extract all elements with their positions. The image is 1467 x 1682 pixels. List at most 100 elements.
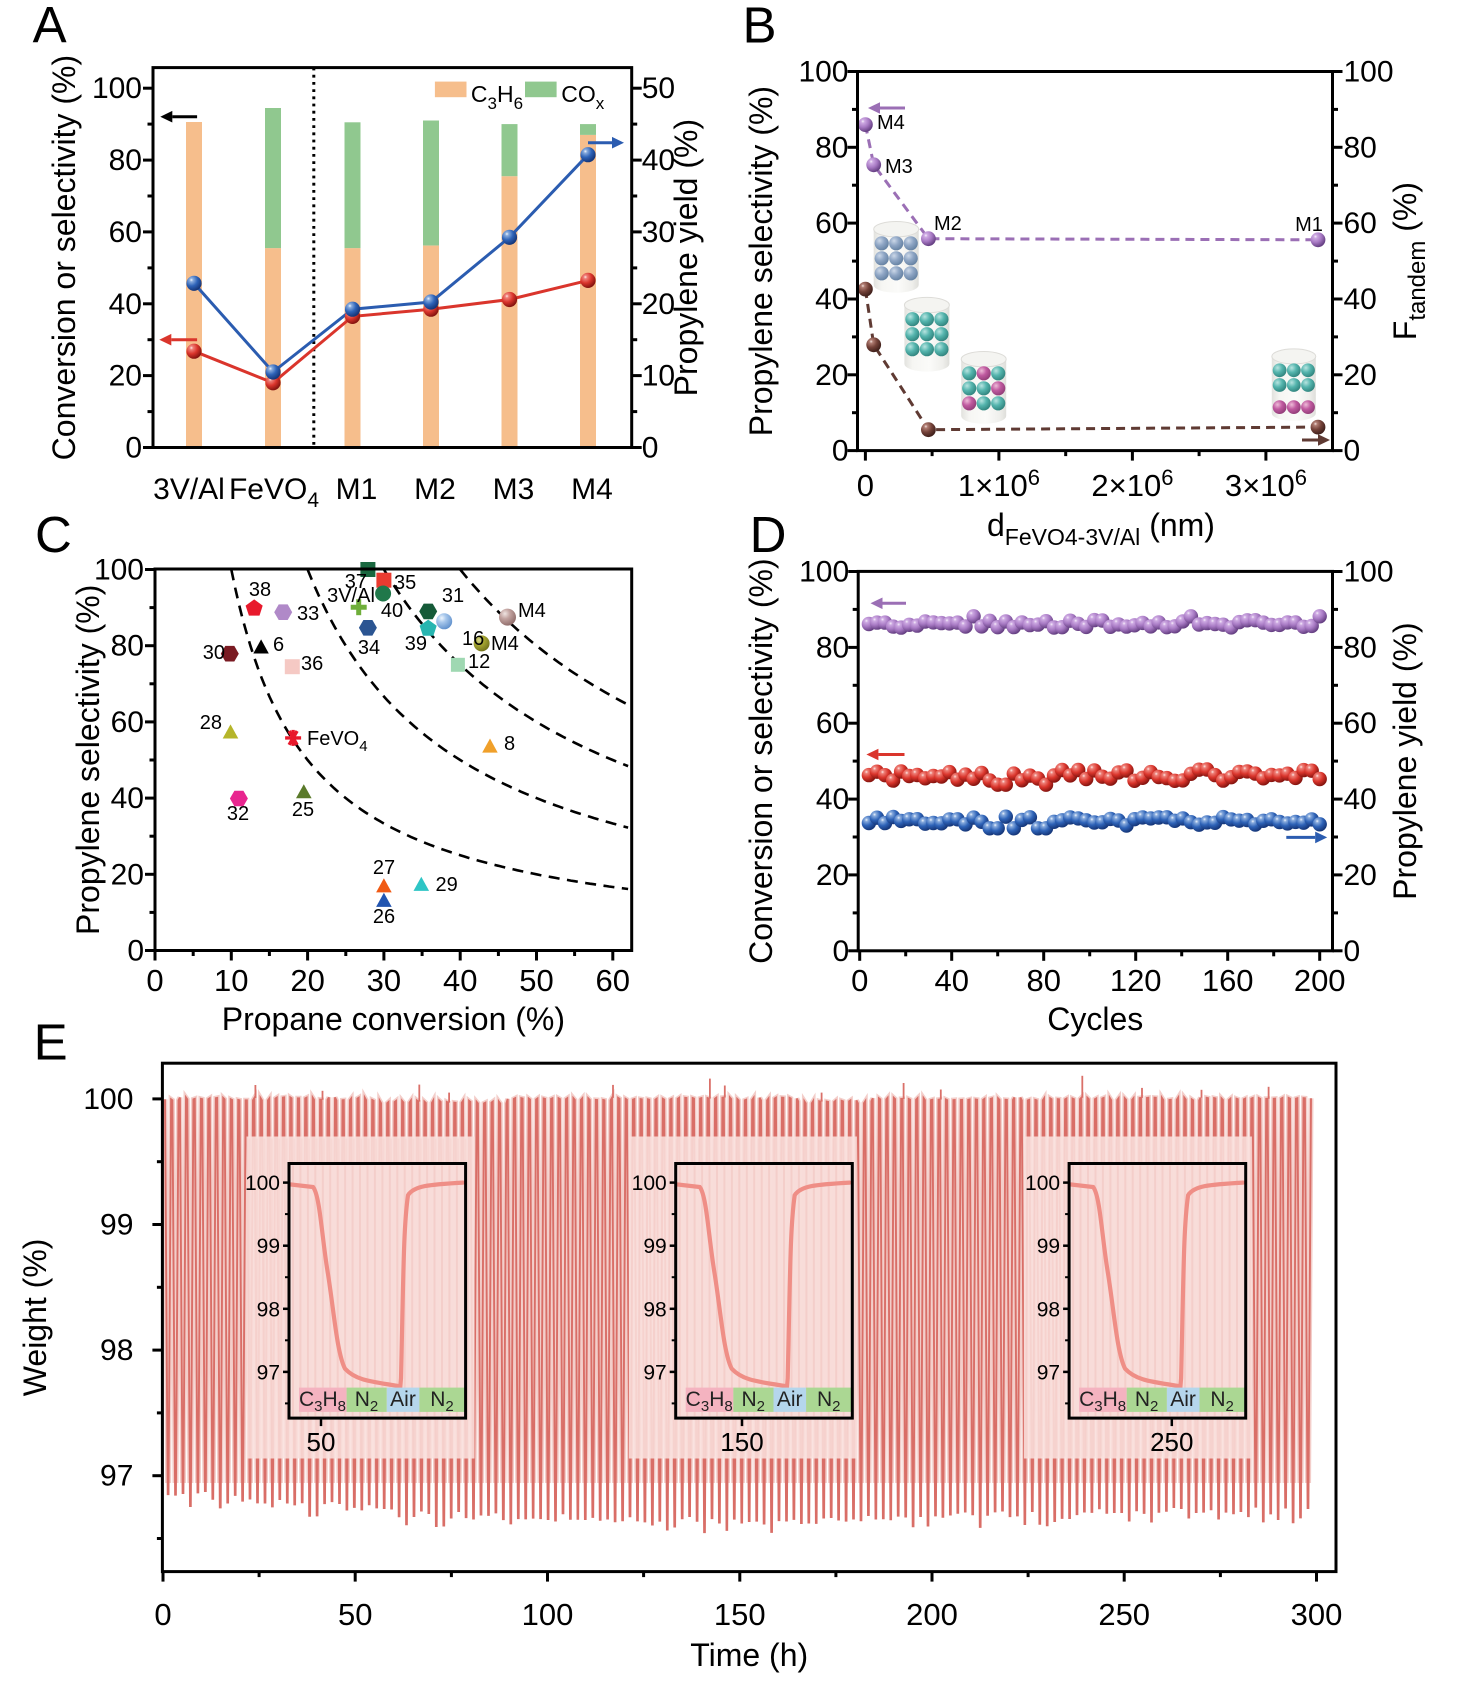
svg-text:100: 100 [94,554,144,587]
svg-text:50: 50 [519,963,553,998]
svg-text:1×106: 1×106 [958,465,1040,503]
svg-text:200: 200 [1294,963,1346,998]
svg-text:80: 80 [1344,631,1377,664]
svg-text:30: 30 [642,216,675,249]
svg-text:30: 30 [367,963,401,998]
svg-text:60: 60 [816,707,849,740]
svg-text:0: 0 [125,432,142,465]
svg-text:100: 100 [522,1597,574,1632]
svg-text:3V/Al: 3V/Al [153,473,225,506]
svg-text:34: 34 [358,637,380,659]
svg-text:100: 100 [92,72,142,105]
svg-text:40: 40 [934,963,968,998]
svg-text:C3H6: C3H6 [471,81,523,113]
svg-text:99: 99 [643,1235,666,1258]
svg-text:98: 98 [1037,1298,1060,1321]
svg-text:Air: Air [390,1388,416,1411]
svg-text:27: 27 [373,857,395,879]
svg-text:3V/Al: 3V/Al [327,585,375,607]
svg-text:160: 160 [1202,963,1254,998]
svg-text:100: 100 [798,56,848,89]
svg-text:99: 99 [257,1235,280,1258]
svg-text:98: 98 [643,1298,666,1321]
svg-text:100: 100 [632,1172,667,1195]
svg-text:16: 16 [462,628,484,650]
svg-text:40: 40 [1344,283,1377,316]
svg-text:D: D [750,506,787,563]
svg-text:97: 97 [643,1361,666,1384]
svg-text:50: 50 [642,72,675,105]
svg-text:FeVO4: FeVO4 [229,473,319,512]
svg-text:M4: M4 [491,633,519,655]
svg-text:200: 200 [906,1597,958,1632]
svg-text:100: 100 [1344,556,1394,589]
svg-text:10: 10 [642,360,675,393]
svg-text:Propylene yield (%): Propylene yield (%) [668,119,704,396]
svg-text:M1: M1 [336,473,378,506]
svg-text:6: 6 [273,634,284,656]
svg-text:0: 0 [154,1597,171,1632]
svg-text:0: 0 [642,432,659,465]
svg-text:Conversion or selectivity (%): Conversion or selectivity (%) [46,55,82,460]
svg-text:Ftandem (%): Ftandem (%) [1387,182,1431,340]
svg-text:M3: M3 [493,473,535,506]
svg-text:M3: M3 [885,156,913,178]
svg-text:12: 12 [468,651,490,673]
svg-text:40: 40 [109,288,142,321]
svg-text:40: 40 [381,600,403,622]
svg-text:100: 100 [83,1083,133,1116]
svg-text:80: 80 [815,131,848,164]
svg-text:20: 20 [816,859,849,892]
svg-text:38: 38 [249,579,271,601]
svg-text:32: 32 [227,803,249,825]
svg-text:0: 0 [857,468,874,503]
svg-text:2×106: 2×106 [1091,465,1173,503]
svg-text:Propylene yield (%): Propylene yield (%) [1387,622,1423,899]
svg-text:30: 30 [203,642,225,664]
svg-text:20: 20 [642,288,675,321]
svg-text:40: 40 [111,782,144,815]
svg-text:40: 40 [642,144,675,177]
svg-text:A: A [33,0,67,54]
svg-text:Propylene selectivity (%): Propylene selectivity (%) [743,86,779,436]
svg-text:COx: COx [561,81,605,113]
svg-text:0: 0 [146,963,163,998]
svg-text:33: 33 [297,603,319,625]
svg-text:80: 80 [111,630,144,663]
svg-text:80: 80 [1026,963,1060,998]
svg-text:E: E [34,1014,68,1071]
svg-text:100: 100 [245,1172,280,1195]
svg-text:M1: M1 [1295,214,1323,236]
svg-text:99: 99 [100,1209,133,1242]
svg-text:Conversion or selectivity (%): Conversion or selectivity (%) [743,558,779,963]
svg-text:FeVO4: FeVO4 [307,728,368,755]
svg-text:150: 150 [714,1597,766,1632]
svg-text:28: 28 [200,712,222,734]
svg-text:40: 40 [815,283,848,316]
svg-text:80: 80 [109,144,142,177]
svg-text:50: 50 [307,1427,336,1457]
svg-text:31: 31 [442,585,464,607]
svg-text:97: 97 [1037,1361,1060,1384]
svg-text:250: 250 [1150,1427,1193,1457]
svg-text:M4: M4 [877,112,905,134]
svg-text:0: 0 [851,963,868,998]
svg-text:97: 97 [257,1361,280,1384]
svg-text:Air: Air [1170,1388,1196,1411]
svg-text:29: 29 [436,874,458,896]
svg-text:98: 98 [100,1334,133,1367]
svg-text:dFeVO4-3V/Al (nm): dFeVO4-3V/Al (nm) [987,507,1215,550]
svg-text:98: 98 [257,1298,280,1321]
svg-text:0: 0 [127,935,144,968]
svg-text:20: 20 [290,963,324,998]
svg-text:20: 20 [109,360,142,393]
svg-text:M2: M2 [934,213,962,235]
svg-text:B: B [742,0,776,54]
svg-text:0: 0 [1344,435,1361,468]
svg-text:40: 40 [816,783,849,816]
svg-text:Propylene selectivity (%): Propylene selectivity (%) [70,585,106,935]
svg-text:100: 100 [1025,1172,1060,1195]
svg-text:20: 20 [815,359,848,392]
svg-text:300: 300 [1291,1597,1343,1632]
svg-text:250: 250 [1098,1597,1150,1632]
